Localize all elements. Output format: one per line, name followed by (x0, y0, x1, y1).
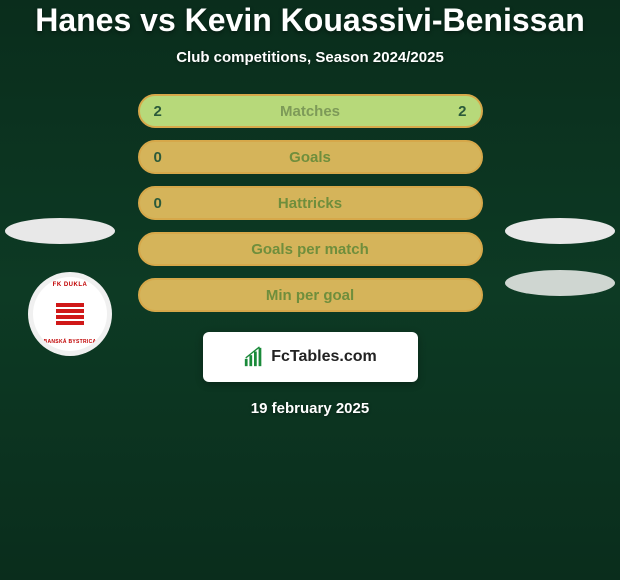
left-player-marker (5, 218, 115, 244)
stat-left-value: 2 (154, 103, 184, 120)
bars-icon (243, 346, 265, 368)
stat-label: Hattricks (278, 195, 342, 212)
club-badge-stripe (56, 321, 84, 325)
right-player-marker-top (505, 218, 615, 244)
stat-label: Goals (289, 149, 331, 166)
club-badge-top-text: FK DUKLA (53, 282, 88, 288)
stat-label: Matches (280, 103, 340, 120)
stat-label: Min per goal (266, 287, 354, 304)
club-badge-inner: FK DUKLA BANSKÁ BYSTRICA (33, 277, 107, 351)
stat-rows: 2 Matches 2 0 Goals 0 Hattricks Goals per match… (138, 94, 483, 324)
logo-text: FcTables.com (271, 348, 377, 366)
stat-row: 2 Matches 2 (138, 94, 483, 128)
stat-left-value: 0 (154, 149, 184, 166)
stat-row: Goals per match (138, 232, 483, 266)
stat-row: 0 Hattricks (138, 186, 483, 220)
right-player-marker-bottom (505, 270, 615, 296)
stat-right-value: 2 (437, 103, 467, 120)
club-badge-stripe (56, 303, 84, 307)
subtitle: Club competitions, Season 2024/2025 (176, 49, 444, 66)
date-text: 19 february 2025 (251, 400, 369, 417)
logo-card: FcTables.com (203, 332, 418, 382)
stat-row: Min per goal (138, 278, 483, 312)
content-wrapper: Hanes vs Kevin Kouassivi-Benissan Club c… (0, 0, 620, 417)
club-badge-stripe (56, 309, 84, 313)
stat-left-value: 0 (154, 195, 184, 212)
page-title: Hanes vs Kevin Kouassivi-Benissan (35, 2, 585, 39)
stat-row: 0 Goals (138, 140, 483, 174)
stat-label: Goals per match (251, 241, 369, 258)
club-badge: FK DUKLA BANSKÁ BYSTRICA (28, 272, 112, 356)
club-badge-bottom-text: BANSKÁ BYSTRICA (44, 339, 97, 345)
comparison-area: FK DUKLA BANSKÁ BYSTRICA 2 Matches 2 0 Goals… (0, 94, 620, 417)
club-badge-stripe (56, 315, 84, 319)
